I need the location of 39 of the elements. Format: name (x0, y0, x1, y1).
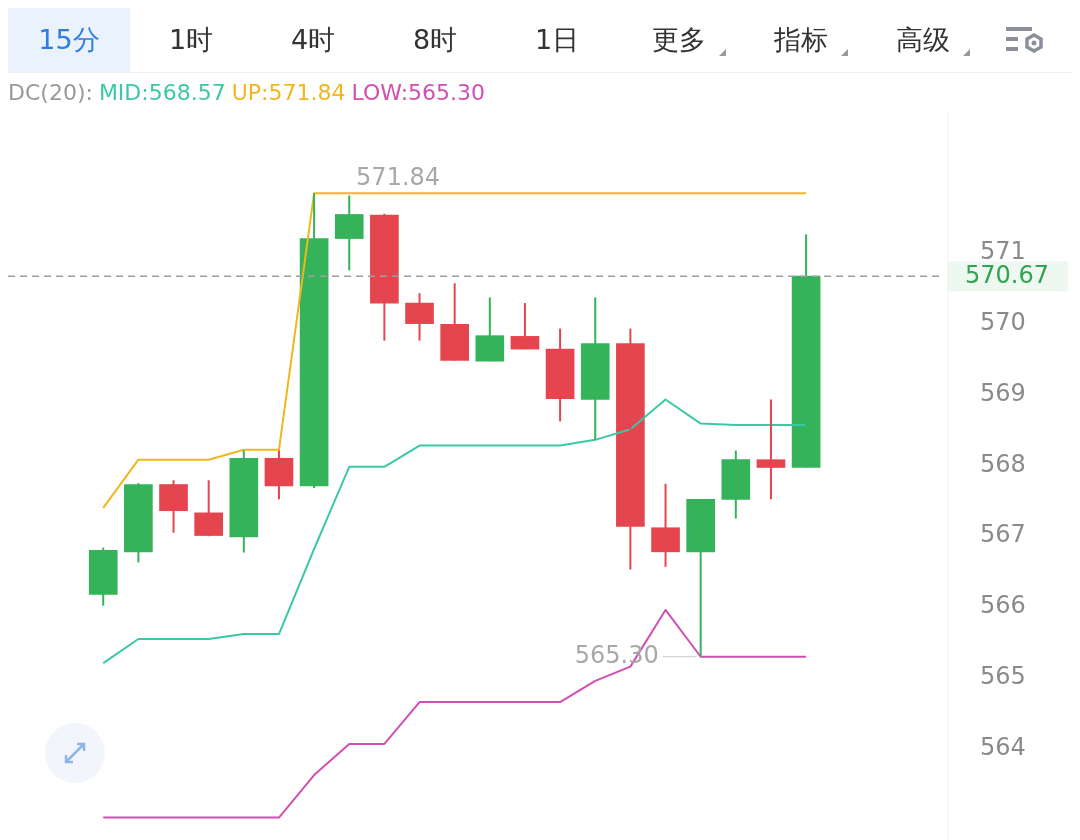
candlestick (229, 449, 259, 554)
candlestick (756, 398, 786, 501)
candlestick (686, 498, 715, 658)
annotation: 571.84 (356, 163, 441, 192)
candlestick (791, 233, 821, 469)
text: LOW:565.30 (351, 79, 486, 105)
candlestick (124, 482, 153, 564)
y-tick-label: 565 (980, 662, 1026, 691)
candlestick (405, 292, 434, 342)
text: MID:568.57 (98, 79, 226, 105)
candlestick (159, 479, 188, 534)
y-tick-label: 566 (980, 591, 1026, 620)
y-tick-label: 570 (980, 307, 1026, 336)
y-tick-label: 569 (980, 378, 1026, 407)
y-tick-label: 567 (980, 520, 1026, 549)
candlestick (440, 282, 469, 362)
candlestick (721, 449, 751, 520)
candlestick (545, 327, 575, 423)
text: 1日 (534, 23, 580, 57)
text: 4时 (290, 23, 336, 57)
y-tick-label: 564 (980, 733, 1026, 762)
text: 指标 (774, 23, 828, 57)
candlestick (264, 449, 294, 501)
text: UP:571.84 (231, 79, 346, 105)
text: 高级 (896, 23, 950, 57)
candlestick (616, 327, 645, 571)
text: 更多 (652, 23, 706, 57)
candlestick (370, 212, 399, 342)
candlestick (88, 546, 118, 607)
candlestick (334, 194, 364, 272)
y-tick-label: 568 (980, 449, 1026, 478)
candlestick (580, 296, 610, 441)
text: 15分 (38, 23, 100, 57)
legend-title: DC(20): (8, 79, 93, 105)
text: 8时 (412, 23, 458, 57)
candlestick (194, 479, 223, 538)
candlestick (475, 296, 505, 363)
text: 1时 (168, 23, 214, 57)
candlestick (651, 482, 680, 568)
